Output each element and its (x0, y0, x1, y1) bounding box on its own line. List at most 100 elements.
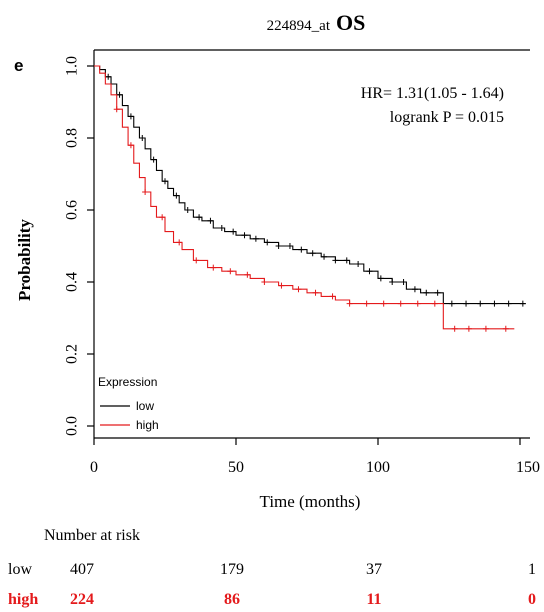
x-axis-label: Time (months) (260, 492, 361, 511)
censor-mark-high (159, 214, 166, 221)
censor-mark-high (502, 325, 509, 332)
censor-mark-low (127, 113, 134, 120)
censor-mark-high (127, 142, 134, 149)
chart-title-probe: 224894_at (267, 18, 331, 34)
y-tick-label: 0.4 (64, 272, 81, 292)
risk-row-label-low: low (8, 561, 32, 578)
legend-title: Expression (98, 375, 157, 389)
risk-row-low: low 407 179 37 1 (8, 561, 536, 578)
censor-mark-low (241, 232, 248, 239)
censor-mark-low (448, 300, 455, 307)
censor-mark-low (343, 257, 350, 264)
censor-mark-high (278, 282, 285, 289)
censor-mark-high (482, 325, 489, 332)
censor-mark-low (173, 192, 180, 199)
censor-mark-high (113, 106, 120, 113)
censor-mark-high (397, 300, 404, 307)
censor-mark-low (184, 207, 191, 213)
censor-mark-high (431, 300, 438, 307)
risk-table-title: Number at risk (44, 527, 140, 544)
censor-mark-high (380, 300, 387, 307)
risk-row-label-high: high (8, 591, 38, 608)
censor-mark-low (309, 250, 316, 257)
y-tick-label: 0.8 (64, 128, 81, 148)
censor-mark-low (264, 239, 271, 246)
censor-mark-low (423, 289, 430, 296)
censor-mark-low (332, 257, 339, 264)
censor-mark-low (434, 289, 441, 296)
censor-mark-low (377, 275, 384, 282)
censor-mark-low (411, 286, 418, 293)
censor-mark-low (162, 178, 168, 185)
censor-mark-high (142, 189, 149, 195)
censor-mark-low (366, 268, 373, 275)
panel-label: e (14, 56, 23, 75)
censor-mark-low (218, 225, 225, 231)
risk-cell: 86 (224, 591, 240, 608)
y-tick-label: 0.6 (64, 200, 81, 220)
censor-mark-low (230, 228, 237, 235)
risk-cell: 407 (70, 561, 94, 578)
censor-mark-low (252, 235, 259, 242)
y-tick-label: 0.0 (64, 416, 81, 436)
risk-cell: 224 (70, 591, 94, 608)
legend-high-label: high (136, 418, 159, 432)
censor-mark-low (505, 300, 512, 307)
risk-cell: 179 (220, 561, 244, 578)
censor-mark-low (491, 300, 498, 307)
survival-curves (94, 65, 526, 332)
risk-cell: 37 (366, 561, 382, 578)
censor-mark-low (275, 243, 282, 249)
censor-mark-low (298, 246, 305, 253)
censor-mark-high (465, 325, 472, 332)
y-tick-label: 0.2 (64, 344, 81, 364)
censor-mark-low (105, 73, 112, 80)
risk-cell: 0 (528, 591, 536, 608)
censor-mark-low (477, 300, 484, 307)
censor-mark-high (261, 279, 268, 285)
y-axis: 0.0 0.2 0.4 0.6 0.8 1.0 (64, 56, 94, 436)
censor-mark-high (414, 300, 421, 307)
censor-mark-high (451, 325, 458, 332)
censor-mark-high (176, 239, 183, 246)
censor-mark-low (463, 300, 470, 307)
legend-low-label: low (136, 399, 154, 413)
censor-mark-low (355, 261, 362, 267)
censor-mark-high (193, 257, 200, 264)
x-tick-label: 50 (228, 459, 244, 476)
plot-frame (93, 49, 530, 439)
censor-mark-low (207, 217, 214, 224)
censor-mark-low (196, 214, 203, 221)
x-tick-label: 150 (516, 459, 540, 476)
risk-cell: 1 (528, 561, 536, 578)
censor-mark-high (210, 264, 217, 271)
censor-mark-high (227, 268, 234, 275)
x-tick-label: 0 (90, 459, 98, 476)
censor-mark-low (116, 91, 123, 98)
x-axis: 0 50 100 150 (90, 438, 540, 476)
y-tick-label: 1.0 (64, 56, 81, 76)
chart-title-endpoint: OS (336, 10, 365, 35)
series-line-high (94, 65, 515, 330)
y-axis-label: Probability (15, 219, 34, 301)
censor-mark-low (286, 243, 293, 249)
risk-cell: 11 (366, 591, 381, 608)
censor-mark-low (139, 135, 146, 141)
censor-mark-high (346, 300, 353, 307)
censor-mark-high (312, 289, 319, 296)
censor-mark-high (363, 300, 370, 307)
censor-mark-low (150, 156, 157, 163)
risk-row-high: high 224 86 11 0 (8, 591, 536, 608)
censor-mark-low (321, 253, 328, 260)
censor-mark-low (389, 279, 396, 285)
logrank-annotation: logrank P = 0.015 (390, 109, 504, 126)
censor-mark-high (295, 286, 302, 293)
censor-mark-high (244, 271, 251, 278)
hr-annotation: HR= 1.31(1.05 - 1.64) (361, 85, 504, 102)
censor-mark-low (519, 300, 526, 307)
x-tick-label: 100 (366, 459, 390, 476)
legend: Expression low high (98, 375, 159, 432)
censor-mark-high (329, 293, 336, 300)
censor-mark-low (400, 279, 407, 285)
